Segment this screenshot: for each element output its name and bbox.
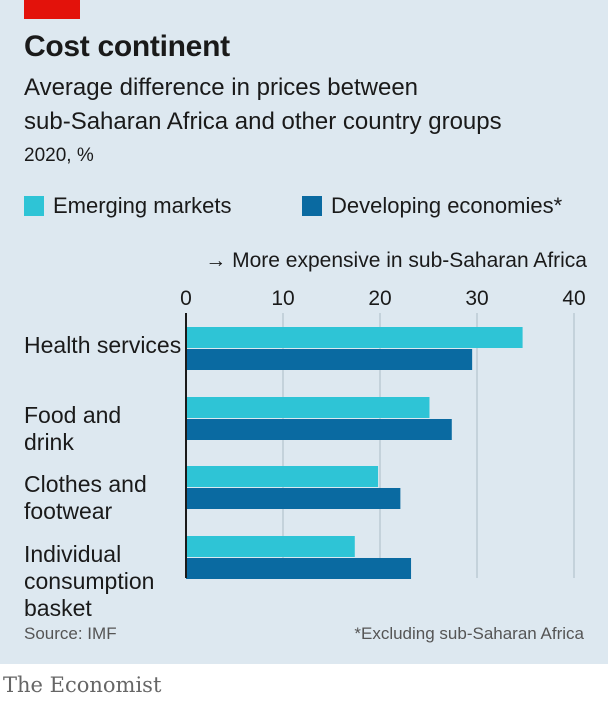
category-label: Clothes and	[24, 471, 147, 497]
brand-wordmark: The Economist	[3, 673, 162, 697]
bar-emerging-markets	[186, 536, 355, 557]
x-tick-label: 30	[465, 287, 488, 310]
category-label: basket	[24, 595, 92, 621]
chart-subtitle-line-1: Average difference in prices between	[24, 74, 419, 101]
bar-emerging-markets	[186, 327, 523, 348]
x-tick-label: 40	[562, 287, 585, 310]
bar-emerging-markets	[186, 397, 430, 418]
footnote: *Excluding sub-Saharan Africa	[354, 624, 584, 643]
x-tick-label: 0	[180, 287, 192, 310]
legend-item-emerging-markets: Emerging markets	[24, 193, 232, 219]
direction-annotation: → More expensive in sub-Saharan Africa	[205, 249, 587, 272]
chart-units: 2020, %	[24, 145, 94, 166]
category-label: Food and	[24, 402, 121, 428]
category-label: Health services	[24, 332, 181, 358]
bar-developing-economies	[186, 419, 452, 440]
brand-red-tag	[24, 0, 80, 19]
bar-developing-economies	[186, 349, 473, 370]
chart-subtitle-line-2: sub-Saharan Africa and other country gro…	[24, 108, 502, 135]
category-label: drink	[24, 429, 74, 455]
category-label: footwear	[24, 498, 113, 524]
chart-title: Cost continent	[24, 30, 230, 63]
bar-developing-economies	[186, 558, 412, 579]
legend-label-emerging-markets: Emerging markets	[53, 193, 232, 218]
legend-label-developing-economies: Developing economies*	[331, 193, 563, 218]
legend-swatch-emerging-markets	[24, 196, 44, 216]
source-note: Source: IMF	[24, 624, 117, 643]
category-label: Individual	[24, 541, 121, 567]
legend-swatch-developing-economies	[302, 196, 322, 216]
bar-emerging-markets	[186, 466, 379, 487]
x-tick-label: 20	[368, 287, 391, 310]
category-label: consumption	[24, 568, 154, 594]
legend-item-developing-economies: Developing economies*	[302, 193, 562, 219]
bar-developing-economies	[186, 488, 401, 509]
x-tick-label: 10	[271, 287, 294, 310]
